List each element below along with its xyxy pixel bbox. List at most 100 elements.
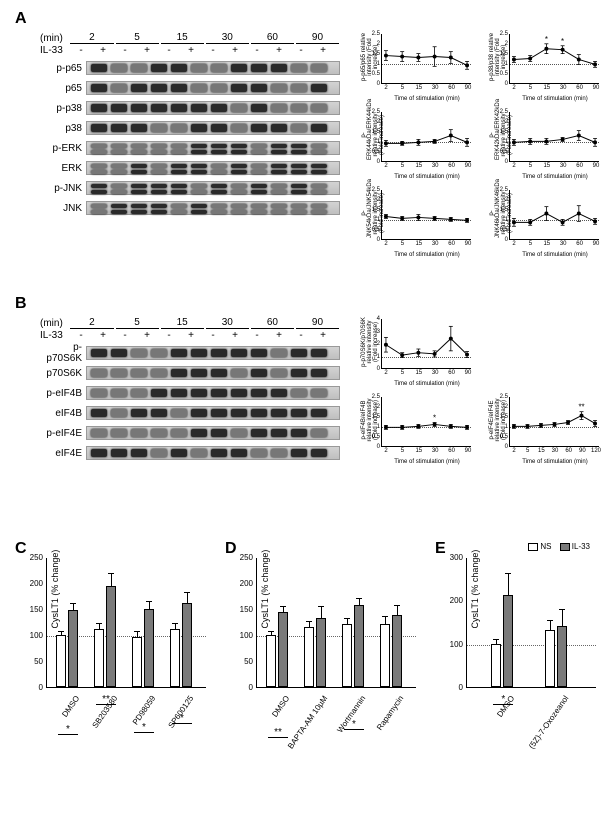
bar-ns <box>132 637 142 687</box>
sign-plus: + <box>268 330 290 342</box>
mini-xlabel: Time of stimulation (min) <box>381 381 473 387</box>
sign-plus: + <box>224 330 246 342</box>
sign-plus: + <box>180 330 202 342</box>
blot-row: p-eIF4B <box>40 384 340 402</box>
sign-minus: - <box>246 330 268 342</box>
protein-label: p-eIF4E <box>40 428 86 439</box>
mini-plot: 251530609000.511.522.5 <box>381 34 471 84</box>
bar-il <box>144 609 154 687</box>
bar-il <box>392 615 402 687</box>
protein-label: p-p70S6K <box>40 342 86 364</box>
mini-chart: p-eIF4B/eIF4B relative intensity (Fold i… <box>355 393 473 465</box>
sign-minus: - <box>202 45 224 57</box>
bar-ytick: 50 <box>235 657 253 666</box>
panel-a-charts: p-p65/p65 relative intensity (Fold incre… <box>355 30 605 258</box>
bar-ytick: 200 <box>25 579 43 588</box>
blot-strip <box>86 201 340 215</box>
time-90: 90 <box>296 32 339 44</box>
bar-ytick: 100 <box>445 640 463 649</box>
treatment-label: IL-33 <box>40 45 70 57</box>
mini-plot: 251530609000.511.522.5 <box>509 190 599 240</box>
blot-row: p65 <box>40 79 340 97</box>
time-header-row-b: (min) 2 5 15 30 60 90 <box>40 315 340 329</box>
legend-ns-text: NS <box>540 542 551 551</box>
time-15b: 15 <box>161 317 204 329</box>
sign-plus: + <box>224 45 246 57</box>
svg-text:*: * <box>433 414 436 423</box>
mini-plot: **251530609012000.511.522.5 <box>509 397 599 447</box>
bar-xlabel: DMSO <box>463 694 516 765</box>
panel-d-xlabels: DMSOBAPTA-AM 10µMWortmanninRapamycin <box>256 690 416 780</box>
sign-minus: - <box>70 330 92 342</box>
blot-strip <box>86 406 340 420</box>
sign-plus: + <box>136 45 158 57</box>
mini-xlabel: Time of stimulation (min) <box>381 96 473 102</box>
blot-strip <box>86 181 340 195</box>
protein-label: eIF4E <box>40 448 86 459</box>
time-2: 2 <box>70 32 113 44</box>
blot-row: p-JNK <box>40 179 340 197</box>
protein-label: p-p65 <box>40 63 86 74</box>
blot-row: eIF4E <box>40 444 340 462</box>
sign-minus: - <box>290 45 312 57</box>
blot-strip <box>86 426 340 440</box>
panel-e-barplot: CysLT1 (% change)0100200300* <box>466 558 596 688</box>
sign-minus: - <box>158 45 180 57</box>
sign-minus: - <box>290 330 312 342</box>
legend: NS IL-33 <box>528 542 590 551</box>
blot-row: p-eIF4E <box>40 424 340 442</box>
blot-row: p-p65 <box>40 59 340 77</box>
time-2b: 2 <box>70 317 113 329</box>
bar-ns <box>380 624 390 687</box>
bar-ylabel: CysLT1 (% change) <box>260 549 270 629</box>
blot-row: eIF4B <box>40 404 340 422</box>
bar-ytick: 200 <box>235 579 253 588</box>
mini-xlabel: Time of stimulation (min) <box>381 459 473 465</box>
treatment-label-b: IL-33 <box>40 330 70 342</box>
panel-b-blots: (min) 2 5 15 30 60 90 IL-33 -+-+-+-+-+-+… <box>40 315 340 462</box>
bar-ytick: 100 <box>235 631 253 640</box>
bar-ytick: 50 <box>25 657 43 666</box>
bar-ns <box>170 629 180 687</box>
protein-label: eIF4B <box>40 408 86 419</box>
sign-plus: + <box>312 45 334 57</box>
bar-il <box>182 603 192 687</box>
protein-label: p65 <box>40 83 86 94</box>
protein-label: p38 <box>40 123 86 134</box>
blot-row: p38 <box>40 119 340 137</box>
panel-b-charts: p-p70S6K/p70S6K relative intensity (Fold… <box>355 315 605 465</box>
mini-chart: p-ERK44kDa/ERK44kDa relative intensity (… <box>355 108 473 180</box>
time-5: 5 <box>116 32 159 44</box>
mini-xlabel: Time of stimulation (min) <box>509 252 601 258</box>
sign-plus: + <box>312 330 334 342</box>
mini-xlabel: Time of stimulation (min) <box>509 96 601 102</box>
mini-plot: *251530609000.511.522.5 <box>381 397 471 447</box>
bar-ns <box>342 624 352 687</box>
blot-strip <box>86 366 340 380</box>
bar-ylabel: CysLT1 (% change) <box>470 549 480 629</box>
bar-ytick: 200 <box>445 596 463 605</box>
mini-plot: 251530609000.511.522.5 <box>381 112 471 162</box>
blot-row: JNK <box>40 199 340 217</box>
bar-ytick: 150 <box>235 605 253 614</box>
blot-strip <box>86 346 340 360</box>
bar-il <box>503 595 513 687</box>
blot-strip <box>86 161 340 175</box>
blot-row: p-ERK <box>40 139 340 157</box>
sign-row: IL-33 -+-+-+-+-+-+ <box>40 45 340 57</box>
panel-e: E NS IL-33 CysLT1 (% change)0100200300* … <box>430 540 600 800</box>
bar-ytick: 250 <box>25 553 43 562</box>
panel-b-label: B <box>15 295 27 313</box>
mini-chart: p-JNK54kDa/JNK54kDa relative intensity (… <box>355 186 473 258</box>
sign-plus: + <box>92 330 114 342</box>
protein-label: p-JNK <box>40 183 86 194</box>
mini-xlabel: Time of stimulation (min) <box>509 174 601 180</box>
bar-ytick: 0 <box>25 683 43 692</box>
bar-il <box>68 610 78 687</box>
panel-d-barplot: CysLT1 (% change)050100150200250*** <box>256 558 416 688</box>
bar-ytick: 0 <box>445 683 463 692</box>
time-15: 15 <box>161 32 204 44</box>
blot-row: ERK <box>40 159 340 177</box>
mini-chart: p-p65/p65 relative intensity (Fold incre… <box>355 30 473 102</box>
mini-plot: 251530609000.511.522.5 <box>509 112 599 162</box>
